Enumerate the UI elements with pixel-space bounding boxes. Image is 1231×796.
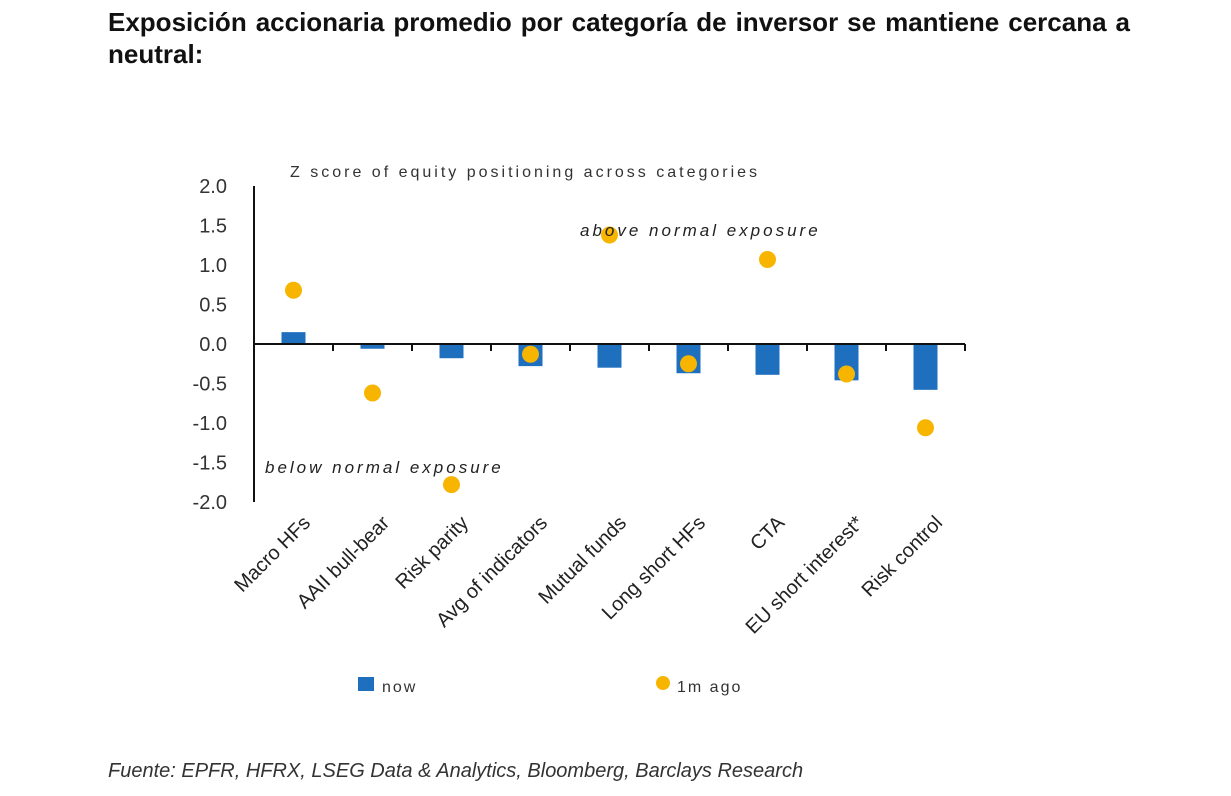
y-tick-label: -1.5 [193,453,227,475]
bar-now [281,332,306,344]
legend-now-label: now [382,679,417,696]
y-tick-label: 1.5 [199,216,227,238]
category-label: Macro HFs [230,512,315,597]
y-tick-label: 0.5 [199,295,227,317]
dot-1m-ago [522,345,539,363]
bar-now [913,344,938,390]
y-tick-label: -1.0 [193,413,227,435]
legend-1m-ago-swatch [656,676,670,690]
dot-1m-ago [838,365,855,383]
dot-1m-ago [759,250,776,268]
category-label: CTA [746,512,789,555]
annotation-below-normal: below normal exposure [265,458,504,477]
bar-now [597,344,622,368]
dot-1m-ago [364,384,381,402]
bar-now [439,344,464,359]
source-note: Fuente: EPFR, HFRX, LSEG Data & Analytic… [108,760,804,782]
page-heading: Exposición accionaria promedio por categ… [108,7,1130,69]
y-tick-label: 1.0 [199,255,227,277]
category-label: Risk control [858,512,947,601]
dot-1m-ago [601,226,618,244]
dot-1m-ago [443,476,460,494]
now-bars [281,332,938,390]
category-label: Risk parity [391,512,473,594]
legend-1m-ago-label: 1m ago [677,679,742,696]
legend-now-swatch [358,677,374,691]
x-axis [253,343,966,351]
y-axis: 2.0 1.5 1.0 0.5 0.0 -0.5 -1.0 -1.5 -2.0 [193,176,255,514]
annotation-above-normal: above normal exposure [580,221,821,240]
y-tick-label: -0.5 [193,374,227,396]
bar-now [755,344,780,375]
y-tick-label: 2.0 [199,176,227,198]
y-tick-label: 0.0 [199,334,227,356]
chart-title: Z score of equity positioning across cat… [290,164,760,181]
dot-1m-ago [680,355,697,373]
bar-now [360,344,385,349]
dot-1m-ago [917,419,934,437]
legend: now 1m ago [358,676,742,696]
y-tick-label: -2.0 [193,492,227,514]
dot-1m-ago [285,281,302,299]
one-month-ago-dots [285,226,934,494]
